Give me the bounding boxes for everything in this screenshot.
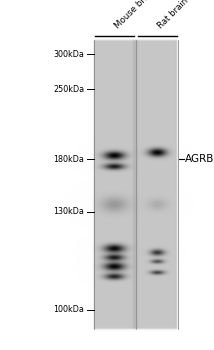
Text: Mouse brain: Mouse brain (113, 0, 157, 31)
Text: 250kDa: 250kDa (54, 85, 85, 94)
Text: 300kDa: 300kDa (54, 50, 85, 59)
Text: 180kDa: 180kDa (54, 155, 85, 164)
Text: AGRB2: AGRB2 (185, 154, 214, 164)
Text: 100kDa: 100kDa (54, 305, 85, 314)
Text: 130kDa: 130kDa (54, 207, 85, 216)
Text: Rat brain: Rat brain (156, 0, 190, 31)
